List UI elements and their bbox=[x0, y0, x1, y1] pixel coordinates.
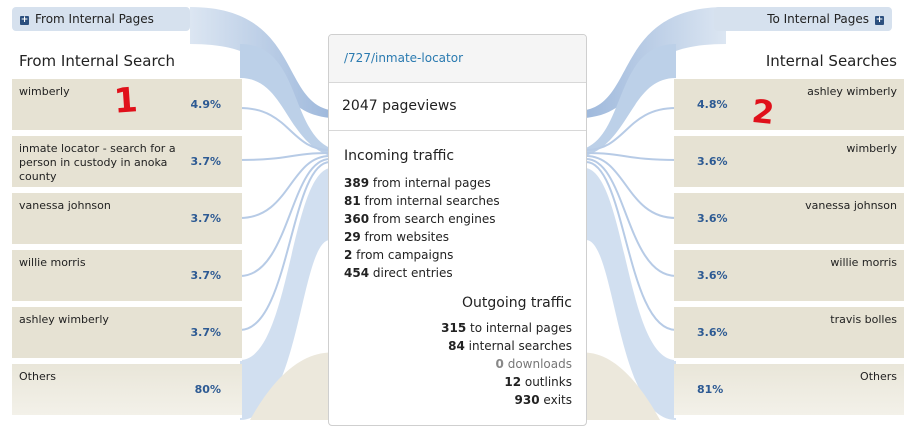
row-percentage: 3.7% bbox=[190, 326, 221, 339]
incoming-stat: 389 from internal pages bbox=[344, 176, 491, 190]
right-search-row[interactable]: willie morris 3.6% bbox=[674, 250, 904, 304]
row-label: Others bbox=[19, 370, 56, 383]
row-label: vanessa johnson bbox=[19, 199, 111, 212]
row-label: willie morris bbox=[830, 256, 897, 269]
flow-band-others-out bbox=[586, 168, 676, 420]
from-internal-pages-toggle[interactable]: + From Internal Pages bbox=[12, 7, 190, 31]
row-label: inmate locator - search for a person in … bbox=[19, 142, 176, 183]
row-label: ashley wimberly bbox=[807, 85, 897, 98]
left-search-row[interactable]: wimberly 4.9% bbox=[12, 79, 242, 133]
row-label: travis bolles bbox=[830, 313, 897, 326]
row-percentage: 3.7% bbox=[190, 212, 221, 225]
incoming-stat: 29 from websites bbox=[344, 230, 449, 244]
left-search-row-others[interactable]: Others 80% bbox=[12, 364, 242, 418]
row-percentage: 3.6% bbox=[697, 326, 728, 339]
page-details-card: /727/inmate-locator 2047 pageviews Incom… bbox=[328, 34, 587, 426]
left-search-row[interactable]: ashley wimberly 3.7% bbox=[12, 307, 242, 361]
row-label: Others bbox=[860, 370, 897, 383]
flow-strands-right bbox=[585, 107, 677, 331]
row-percentage: 3.6% bbox=[697, 212, 728, 225]
left-panel-title: From Internal Search bbox=[19, 52, 176, 70]
outgoing-traffic-title: Outgoing traffic bbox=[462, 295, 572, 311]
left-search-row[interactable]: vanessa johnson 3.7% bbox=[12, 193, 242, 247]
to-internal-pages-label: To Internal Pages bbox=[767, 12, 869, 26]
from-internal-pages-label: From Internal Pages bbox=[35, 12, 154, 26]
row-label: vanessa johnson bbox=[805, 199, 897, 212]
row-percentage: 3.7% bbox=[190, 155, 221, 168]
flow-band-others-in bbox=[240, 168, 330, 420]
right-panel-title: Internal Searches bbox=[765, 52, 897, 70]
row-label: wimberly bbox=[19, 85, 70, 98]
pageviews-count: 2047 pageviews bbox=[329, 83, 586, 131]
left-search-row[interactable]: willie morris 3.7% bbox=[12, 250, 242, 304]
row-percentage: 3.6% bbox=[697, 269, 728, 282]
right-search-row-others[interactable]: Others 81% bbox=[674, 364, 904, 418]
outgoing-traffic-list: 315 to internal pages 84 internal search… bbox=[329, 311, 586, 409]
flow-band-internal-pages-out bbox=[586, 7, 726, 118]
right-search-row[interactable]: vanessa johnson 3.6% bbox=[674, 193, 904, 247]
outgoing-stat: 315 to internal pages bbox=[441, 321, 572, 335]
incoming-stat: 81 from internal searches bbox=[344, 194, 500, 208]
incoming-stat: 2 from campaigns bbox=[344, 248, 454, 262]
row-label: wimberly bbox=[846, 142, 897, 155]
flow-band-internal-search-out bbox=[586, 44, 676, 156]
right-search-row[interactable]: wimberly 3.6% bbox=[674, 136, 904, 190]
row-percentage: 81% bbox=[697, 383, 724, 396]
annotation-number-1: 1 bbox=[112, 80, 140, 122]
outgoing-stat: 0 downloads bbox=[495, 357, 572, 371]
flow-band-internal-pages-in bbox=[190, 7, 330, 118]
row-percentage: 80% bbox=[194, 383, 221, 396]
page-url-link[interactable]: /727/inmate-locator bbox=[329, 35, 586, 83]
incoming-stat: 454 direct entries bbox=[344, 266, 453, 280]
row-label: ashley wimberly bbox=[19, 313, 109, 326]
right-search-row[interactable]: travis bolles 3.6% bbox=[674, 307, 904, 361]
annotation-number-2: 2 bbox=[750, 91, 777, 133]
incoming-traffic-list: 389 from internal pages 81 from internal… bbox=[329, 164, 586, 282]
incoming-stat: 360 from search engines bbox=[344, 212, 496, 226]
row-percentage: 3.6% bbox=[697, 155, 728, 168]
row-label: willie morris bbox=[19, 256, 86, 269]
row-percentage: 4.8% bbox=[697, 98, 728, 111]
plus-square-icon: + bbox=[20, 15, 29, 25]
outgoing-stat: 930 exits bbox=[514, 393, 572, 407]
row-percentage: 3.7% bbox=[190, 269, 221, 282]
flow-strands-left bbox=[239, 107, 331, 331]
to-internal-pages-toggle[interactable]: To Internal Pages + bbox=[714, 7, 892, 31]
outgoing-stat: 12 outlinks bbox=[504, 375, 572, 389]
right-search-row[interactable]: ashley wimberly 4.8% bbox=[674, 79, 904, 133]
incoming-traffic-title: Incoming traffic bbox=[344, 148, 455, 164]
left-search-row[interactable]: inmate locator - search for a person in … bbox=[12, 136, 242, 190]
outgoing-stat: 84 internal searches bbox=[448, 339, 572, 353]
row-percentage: 4.9% bbox=[190, 98, 221, 111]
plus-square-icon: + bbox=[875, 15, 884, 25]
flow-band-internal-search-in bbox=[240, 44, 330, 156]
